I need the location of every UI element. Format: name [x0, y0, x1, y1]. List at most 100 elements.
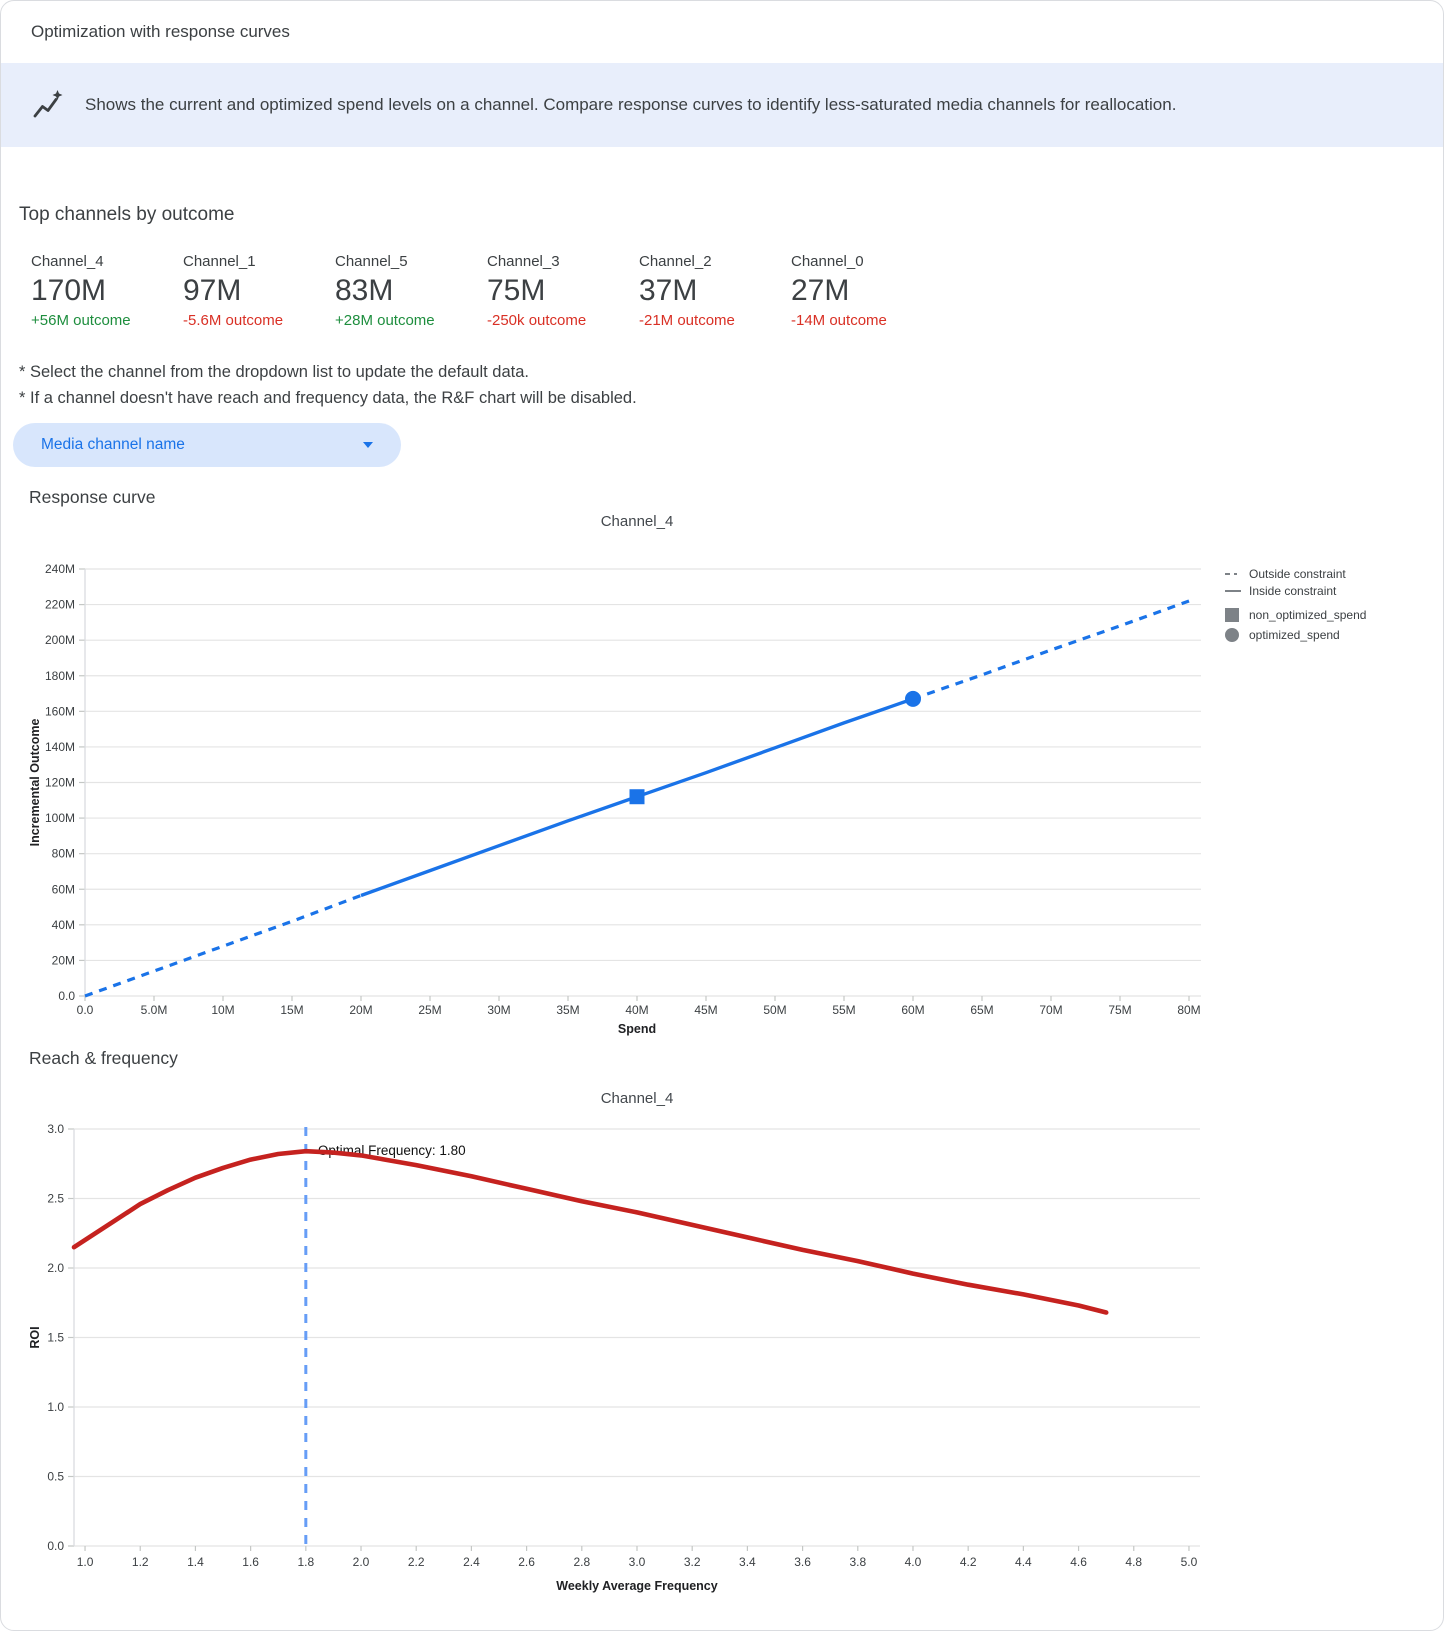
y-axis-title: Incremental Outcome: [28, 719, 42, 847]
x-axis-title: Spend: [618, 1022, 656, 1036]
channel-outcome-delta: +56M outcome: [31, 312, 131, 329]
x-tick-label: 1.8: [297, 1555, 314, 1569]
y-tick-label: 40M: [52, 918, 75, 932]
legend-circle-symbol: [1225, 628, 1239, 642]
legend-label: non_optimized_spend: [1249, 608, 1366, 622]
optimized-spend-marker: [905, 690, 921, 707]
channel-outcome-delta: -14M outcome: [791, 312, 887, 329]
channel-value: 37M: [639, 274, 698, 307]
y-tick-label: 0.0: [47, 1539, 64, 1553]
media-channel-dropdown[interactable]: Media channel name: [13, 423, 401, 467]
x-tick-label: 4.2: [960, 1555, 977, 1569]
channel-outcome-delta: +28M outcome: [335, 312, 435, 329]
curve-outside-constraint-left: [84, 894, 362, 998]
curve-outside-constraint-right: [912, 599, 1190, 701]
x-tick-label: 1.4: [187, 1555, 204, 1569]
x-tick-label: 3.8: [849, 1555, 866, 1569]
legend-label: optimized_spend: [1249, 628, 1340, 642]
y-tick-label: 80M: [52, 847, 75, 861]
top-channels-cards: Channel_4 170M +56M outcome Channel_1 97…: [31, 252, 1443, 331]
x-tick-label: 15M: [280, 1003, 303, 1017]
y-tick-label: 0.5: [47, 1470, 64, 1484]
y-tick-label: 180M: [45, 669, 75, 683]
x-tick-label: 4.0: [905, 1555, 922, 1569]
y-tick-label: 220M: [45, 598, 75, 612]
y-tick-label: 3.0: [47, 1122, 64, 1136]
x-tick-label: 5.0: [1181, 1555, 1198, 1569]
x-tick-label: 45M: [694, 1003, 717, 1017]
x-tick-label: 2.8: [573, 1555, 590, 1569]
x-tick-label: 75M: [1108, 1003, 1131, 1017]
y-tick-label: 240M: [45, 562, 75, 576]
x-tick-label: 2.6: [518, 1555, 535, 1569]
title-bar: Optimization with response curves: [1, 1, 1443, 63]
x-tick-label: 40M: [625, 1003, 648, 1017]
channel-card: Channel_4 170M +56M outcome: [31, 252, 183, 331]
x-tick-label: 65M: [970, 1003, 993, 1017]
x-tick-label: 80M: [1177, 1003, 1200, 1017]
media-channel-dropdown-label: Media channel name: [41, 436, 185, 453]
channel-value: 83M: [335, 274, 394, 307]
channel-value: 170M: [31, 274, 107, 307]
y-tick-label: 1.0: [47, 1400, 64, 1414]
footnotes: * Select the channel from the dropdown l…: [19, 359, 1443, 411]
y-axis-title: ROI: [28, 1326, 42, 1348]
info-banner: Shows the current and optimized spend le…: [1, 63, 1443, 147]
x-tick-label: 20M: [349, 1003, 372, 1017]
legend-square-symbol: [1225, 608, 1239, 622]
channel-name: Channel_1: [183, 253, 256, 270]
x-tick-label: 5.0M: [141, 1003, 168, 1017]
non-optimized-spend-marker: [629, 789, 645, 805]
footnote-rf: * If a channel doesn't have reach and fr…: [19, 389, 637, 407]
response-curve-heading: Response curve: [29, 487, 156, 507]
channel-value: 97M: [183, 274, 242, 307]
channel-card: Channel_0 27M -14M outcome: [791, 252, 943, 331]
y-tick-label: 160M: [45, 704, 75, 718]
footnote-dropdown: * Select the channel from the dropdown l…: [19, 363, 530, 381]
channel-name: Channel_4: [31, 253, 104, 270]
y-tick-label: 1.5: [47, 1331, 64, 1345]
channel-name: Channel_0: [791, 253, 864, 270]
x-tick-label: 2.4: [463, 1555, 480, 1569]
x-tick-label: 0.0: [77, 1003, 94, 1017]
channel-card: Channel_1 97M -5.6M outcome: [183, 252, 335, 331]
x-tick-label: 50M: [763, 1003, 786, 1017]
channel-outcome-delta: -250k outcome: [487, 312, 587, 329]
x-tick-label: 2.0: [353, 1555, 370, 1569]
y-tick-label: 120M: [45, 776, 75, 790]
channel-name: Channel_3: [487, 253, 560, 270]
y-tick-label: 60M: [52, 882, 75, 896]
legend-label: Inside constraint: [1249, 584, 1337, 598]
channel-outcome-delta: -21M outcome: [639, 312, 735, 329]
channel-value: 75M: [487, 274, 546, 307]
x-tick-label: 25M: [418, 1003, 441, 1017]
x-tick-label: 60M: [901, 1003, 924, 1017]
x-tick-label: 70M: [1039, 1003, 1062, 1017]
x-tick-label: 55M: [832, 1003, 855, 1017]
channel-card: Channel_3 75M -250k outcome: [487, 252, 639, 331]
page-title: Optimization with response curves: [31, 22, 290, 41]
x-tick-label: 2.2: [408, 1555, 425, 1569]
roi-curve: [71, 1148, 1109, 1315]
response-curve-chart: 0.0 20M 40M 60M 80M 100M 120M 140M 160M 180M 200M 2…: [28, 513, 1366, 1036]
y-tick-label: 20M: [52, 953, 75, 967]
channel-outcome-delta: -5.6M outcome: [183, 312, 284, 329]
x-tick-label: 3.6: [794, 1555, 811, 1569]
banner-text: Shows the current and optimized spend le…: [85, 95, 1177, 114]
x-tick-label: 30M: [487, 1003, 510, 1017]
chevron-down-icon: [363, 442, 373, 448]
legend-label: Outside constraint: [1249, 567, 1346, 581]
channel-name: Channel_5: [335, 253, 408, 270]
optimal-frequency-annotation: Optimal Frequency: 1.80: [318, 1143, 466, 1158]
channel-name: Channel_2: [639, 253, 712, 270]
chart-title: Channel_4: [601, 1090, 674, 1107]
x-tick-label: 4.4: [1015, 1555, 1032, 1569]
x-axis-title: Weekly Average Frequency: [556, 1579, 717, 1593]
channel-card: Channel_5 83M +28M outcome: [335, 252, 487, 331]
x-tick-label: 3.2: [684, 1555, 701, 1569]
channel-card: Channel_2 37M -21M outcome: [639, 252, 791, 331]
x-tick-label: 3.0: [629, 1555, 646, 1569]
y-tick-label: 200M: [45, 633, 75, 647]
x-tick-label: 4.6: [1070, 1555, 1087, 1569]
